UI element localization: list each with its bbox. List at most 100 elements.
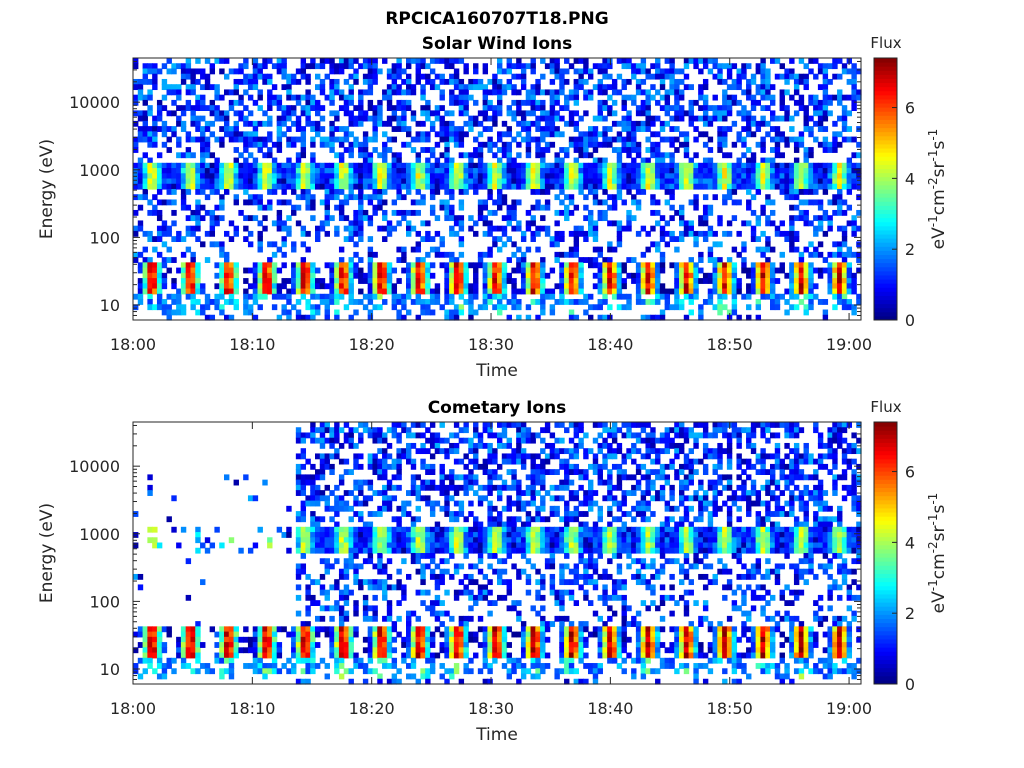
heatmap-cell <box>343 469 350 475</box>
heatmap-cell <box>353 183 359 190</box>
heatmap-cell <box>712 283 718 290</box>
heatmap-cell <box>305 204 311 211</box>
heatmap-cell <box>741 115 747 122</box>
heatmap-cell <box>511 89 517 96</box>
heatmap-cell <box>300 542 307 549</box>
heatmap-cell <box>353 68 359 75</box>
heatmap-cell <box>487 168 493 174</box>
heatmap-cell <box>142 189 148 195</box>
heatmap-cell <box>813 136 819 143</box>
heatmap-cell <box>415 209 421 216</box>
heatmap-cell <box>367 73 374 80</box>
heatmap-cell <box>329 278 335 284</box>
heatmap-cell <box>338 657 345 664</box>
heatmap-cell <box>520 251 527 258</box>
heatmap-cell <box>286 230 292 237</box>
heatmap-cell <box>492 183 498 190</box>
heatmap-cell <box>707 157 714 164</box>
heatmap-cell <box>463 283 469 290</box>
heatmap-cell <box>837 225 843 232</box>
heatmap-cell <box>166 199 172 206</box>
heatmap-cell <box>224 272 230 279</box>
heatmap-cell <box>137 631 144 638</box>
heatmap-cell <box>827 251 833 258</box>
heatmap-cell <box>492 278 498 284</box>
heatmap-cell <box>755 288 762 295</box>
heatmap-cell <box>353 600 359 606</box>
heatmap-cell <box>568 288 575 295</box>
heatmap-cell <box>271 668 278 675</box>
heatmap-cell <box>377 267 383 274</box>
heatmap-cell <box>765 246 771 253</box>
heatmap-cell <box>319 141 326 148</box>
heatmap-cell <box>233 131 239 138</box>
heatmap-cell <box>588 152 594 159</box>
heatmap-cell <box>348 173 354 180</box>
heatmap-cell <box>315 73 321 80</box>
heatmap-cell <box>262 58 268 64</box>
heatmap-cell <box>334 537 340 544</box>
heatmap-cell <box>583 183 589 190</box>
heatmap-cell <box>228 126 235 132</box>
heatmap-cell <box>372 147 378 153</box>
heatmap-cell <box>319 432 326 439</box>
heatmap-cell <box>286 526 292 533</box>
heatmap-cell <box>583 215 589 222</box>
heatmap-cell <box>846 288 853 295</box>
heatmap-cell <box>731 199 738 206</box>
heatmap-cell <box>324 568 330 575</box>
heatmap-cell <box>717 131 723 138</box>
heatmap-cell <box>353 272 359 279</box>
heatmap-cell <box>674 246 680 253</box>
heatmap-cell <box>396 246 402 253</box>
heatmap-cell <box>578 299 584 305</box>
heatmap-cell <box>353 230 359 237</box>
heatmap-cell <box>161 141 168 148</box>
heatmap-cell <box>439 241 445 248</box>
heatmap-cell <box>765 215 771 222</box>
heatmap-cell <box>578 131 584 138</box>
heatmap-cell <box>305 272 311 279</box>
heatmap-cell <box>659 283 666 290</box>
heatmap-cell <box>382 288 388 295</box>
heatmap-cell <box>343 78 350 85</box>
heatmap-cell <box>348 589 354 596</box>
heatmap-cell <box>602 58 608 64</box>
heatmap-cell <box>525 288 532 295</box>
heatmap-cell <box>391 63 398 70</box>
heatmap-cell <box>156 230 163 237</box>
heatmap-cell <box>511 299 517 305</box>
heatmap-cell <box>195 220 201 227</box>
heatmap-cell <box>329 178 335 185</box>
heatmap-cell <box>310 141 316 148</box>
heatmap-cell <box>190 105 196 111</box>
heatmap-cell <box>501 272 508 279</box>
heatmap-cell <box>707 204 714 211</box>
heatmap-cell <box>420 94 426 101</box>
heatmap-cell <box>765 168 771 174</box>
colorbar-step <box>874 74 897 79</box>
heatmap-cell <box>659 68 666 75</box>
heatmap-cell <box>631 178 637 185</box>
heatmap-cell <box>190 262 196 269</box>
heatmap-cell <box>669 204 675 211</box>
heatmap-cell <box>463 120 469 127</box>
heatmap-cell <box>544 168 551 174</box>
heatmap-cell <box>827 110 833 117</box>
heatmap-cell <box>305 199 311 206</box>
heatmap-cell <box>276 68 283 75</box>
heatmap-cell <box>180 267 187 274</box>
heatmap-cell <box>267 94 273 101</box>
heatmap-cell <box>602 63 608 70</box>
heatmap-cell <box>367 173 374 180</box>
heatmap-cell <box>669 288 675 295</box>
heatmap-cell <box>190 636 196 643</box>
heatmap-cell <box>190 68 196 75</box>
heatmap-cell <box>722 283 728 290</box>
heatmap-cell <box>712 115 718 122</box>
heatmap-cell <box>377 120 383 127</box>
heatmap-cell <box>281 84 287 91</box>
colorbar-step <box>874 201 897 206</box>
heatmap-cell <box>338 479 345 486</box>
heatmap-cell <box>798 99 805 106</box>
